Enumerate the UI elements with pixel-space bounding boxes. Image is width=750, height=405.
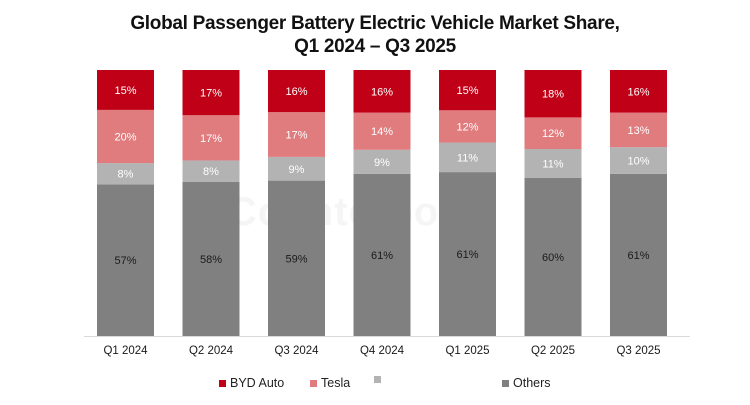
legend-item-others: Others <box>502 376 551 390</box>
bar-series-3-q1-2025 <box>439 142 496 173</box>
bar-series-3-q2-2024 <box>182 160 240 182</box>
data-label: 17% <box>285 130 307 142</box>
legend-swatch <box>310 379 317 387</box>
bar-byd-auto-q3-2024 <box>268 70 325 113</box>
data-label: 8% <box>203 166 219 178</box>
data-label: 60% <box>542 252 564 264</box>
data-label: 15% <box>114 85 136 97</box>
bar-others-q1-2025 <box>439 172 496 336</box>
bar-tesla-q1-2024 <box>97 109 154 164</box>
data-label: 58% <box>200 254 222 266</box>
bar-byd-auto-q2-2024 <box>182 70 240 116</box>
data-label: 18% <box>542 89 564 101</box>
x-tick-label: Q2 2025 <box>531 345 575 357</box>
data-label: 9% <box>374 157 390 169</box>
bar-series-3-q2-2025 <box>524 149 582 178</box>
data-label: 14% <box>371 126 393 138</box>
legend-item-series-3 <box>374 376 385 383</box>
x-tick-label: Q1 2024 <box>103 345 148 357</box>
data-label: 8% <box>118 169 134 181</box>
bar-series-3-q3-2025 <box>610 147 667 174</box>
data-label: 20% <box>114 132 136 144</box>
data-label: 13% <box>627 125 649 137</box>
legend-swatch <box>219 379 226 387</box>
legend-label: Others <box>513 376 551 390</box>
bar-others-q3-2024 <box>268 180 325 336</box>
x-tick-label: Q3 2025 <box>616 345 660 357</box>
data-label: 59% <box>285 253 307 265</box>
x-tick-label: Q1 2025 <box>445 345 489 357</box>
data-label: 17% <box>200 88 222 100</box>
x-tick-label: Q3 2024 <box>274 345 319 357</box>
bar-byd-auto-q1-2025 <box>439 70 496 111</box>
bar-others-q2-2025 <box>524 177 582 336</box>
bar-others-q3-2025 <box>610 173 667 336</box>
bar-tesla-q2-2025 <box>524 117 582 150</box>
data-label: 11% <box>457 152 478 164</box>
chart-title-line1: Global Passenger Battery Electric Vehicl… <box>130 13 620 34</box>
legend: BYD Auto Tesla Others <box>0 376 750 392</box>
bar-tesla-q1-2025 <box>439 110 496 143</box>
bar-others-q2-2024 <box>182 181 240 336</box>
bar-byd-auto-q2-2025 <box>524 70 582 118</box>
data-label: 10% <box>627 155 649 167</box>
bar-others-q1-2024 <box>97 184 154 336</box>
bar-tesla-q3-2024 <box>268 112 325 157</box>
data-label: 12% <box>456 121 478 133</box>
data-label: 16% <box>371 86 393 98</box>
bar-byd-auto-q4-2024 <box>353 70 411 113</box>
data-label: 17% <box>200 133 222 145</box>
x-tick-label: Q2 2024 <box>189 345 234 357</box>
bar-byd-auto-q3-2025 <box>610 70 667 113</box>
data-label: 9% <box>289 164 305 176</box>
data-label: 11% <box>542 158 563 170</box>
data-label: 15% <box>456 85 478 97</box>
chart-title: Global Passenger Battery Electric Vehicl… <box>0 12 750 58</box>
legend-item-byd-auto: BYD Auto <box>219 376 284 390</box>
bar-others-q4-2024 <box>353 173 411 336</box>
legend-item-tesla: Tesla <box>310 376 350 390</box>
legend-label: Tesla <box>321 376 351 390</box>
data-label: 61% <box>627 250 649 262</box>
bar-series-3-q3-2024 <box>268 156 325 181</box>
bar-series-3-q4-2024 <box>353 149 411 174</box>
bar-tesla-q2-2024 <box>182 115 240 161</box>
bar-tesla-q4-2024 <box>353 112 411 150</box>
data-label: 16% <box>285 86 307 98</box>
data-label: 12% <box>542 128 564 140</box>
x-tick-label: Q4 2024 <box>360 345 405 357</box>
chart-title-line2: Q1 2024 – Q3 2025 <box>294 36 456 57</box>
legend-label: BYD Auto <box>230 376 285 390</box>
data-label: 16% <box>627 86 649 98</box>
data-label: 61% <box>456 249 478 261</box>
bar-tesla-q3-2025 <box>610 112 667 148</box>
legend-swatch <box>374 376 381 383</box>
bar-byd-auto-q1-2024 <box>97 70 154 110</box>
legend-swatch <box>502 379 509 387</box>
data-label: 61% <box>371 250 393 262</box>
data-label: 57% <box>114 255 136 267</box>
bar-series-3-q1-2024 <box>97 163 154 185</box>
